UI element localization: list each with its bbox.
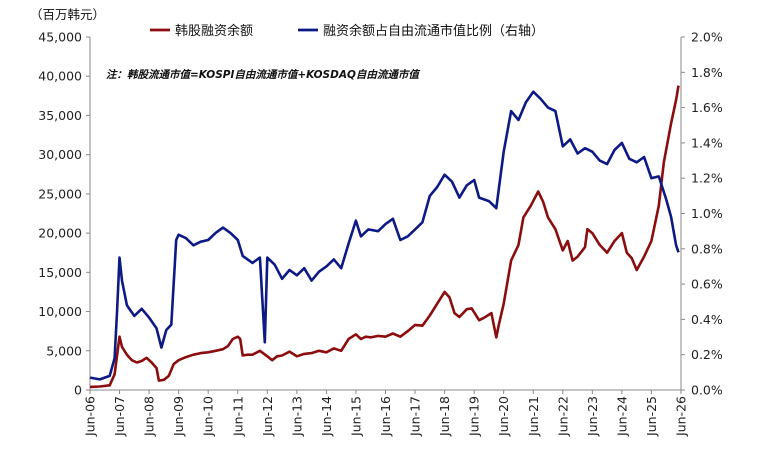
chart-annotation-note: 注：韩股流通市值=KOSPI自由流通市值+KOSDAQ自由流通市值 — [106, 68, 420, 81]
y-right-tick-label: 1.4% — [691, 135, 723, 150]
y-left-tick-label: 45,000 — [38, 30, 82, 45]
x-tick-label: Jun-06 — [83, 396, 98, 437]
x-tick-label: Jun-19 — [467, 396, 482, 437]
x-tick-label: Jun-26 — [674, 396, 689, 437]
y-left-tick-label: 5,000 — [46, 343, 82, 358]
y-right-tick-label: 0.8% — [691, 241, 723, 256]
y-left-tick-label: 15,000 — [38, 265, 82, 280]
x-tick-label: Jun-09 — [171, 396, 186, 437]
y-left-tick-label: 30,000 — [38, 147, 82, 162]
y-left-tick-label: 20,000 — [38, 226, 82, 241]
y-right-tick-label: 2.0% — [691, 30, 723, 45]
y-right-tick-label: 1.0% — [691, 206, 723, 221]
y-right-tick-label: 0.6% — [691, 277, 723, 292]
y-right-tick-label: 1.6% — [691, 100, 723, 115]
x-tick-label: Jun-22 — [555, 396, 570, 437]
legend: 韩股融资余额 融资余额占自由流通市值比例（右轴） — [150, 23, 544, 39]
axes: 0 5,000 10,000 15,000 20,000 25,000 30,000 35,0… — [38, 30, 723, 437]
x-tick-label: Jun-20 — [496, 396, 511, 437]
y-left-tick-label: 10,000 — [38, 304, 82, 319]
series-line-margin-ratio — [89, 90, 680, 381]
x-tick-label: Jun-13 — [289, 396, 304, 437]
y-left-tick-label: 35,000 — [38, 108, 82, 123]
x-tick-label: Jun-07 — [112, 396, 127, 437]
legend-label: 韩股融资余额 — [175, 23, 253, 39]
x-tick-label: Jun-15 — [348, 396, 363, 437]
y-right-tick-label: 0.2% — [691, 347, 723, 362]
x-tick-label: Jun-21 — [526, 396, 541, 437]
x-tick-label: Jun-11 — [230, 396, 245, 437]
y-right-tick-label: 1.2% — [691, 171, 723, 186]
x-tick-label: Jun-25 — [644, 396, 659, 437]
x-tick-label: Jun-24 — [614, 396, 629, 437]
x-tick-label: Jun-10 — [201, 396, 216, 437]
left-axis-unit-label: （百万韩元） — [30, 7, 105, 22]
legend-label: 融资余额占自由流通市值比例（右轴） — [323, 23, 544, 39]
y-left-tick-label: 40,000 — [38, 69, 82, 84]
x-tick-label: Jun-16 — [378, 396, 393, 437]
y-left-tick-label: 0 — [74, 383, 82, 398]
x-tick-label: Jun-18 — [437, 396, 452, 437]
x-tick-label: Jun-23 — [585, 396, 600, 437]
y-right-tick-label: 0.0% — [691, 383, 723, 398]
y-right-tick-label: 0.4% — [691, 312, 723, 327]
series-line-margin-balance — [89, 85, 680, 389]
x-tick-label: Jun-08 — [142, 396, 157, 437]
series-layer — [89, 85, 680, 389]
x-tick-label: Jun-17 — [408, 396, 423, 437]
y-left-tick-label: 25,000 — [38, 186, 82, 201]
x-tick-label: Jun-12 — [260, 396, 275, 437]
x-tick-label: Jun-14 — [319, 396, 334, 437]
y-right-tick-label: 1.8% — [691, 65, 723, 80]
